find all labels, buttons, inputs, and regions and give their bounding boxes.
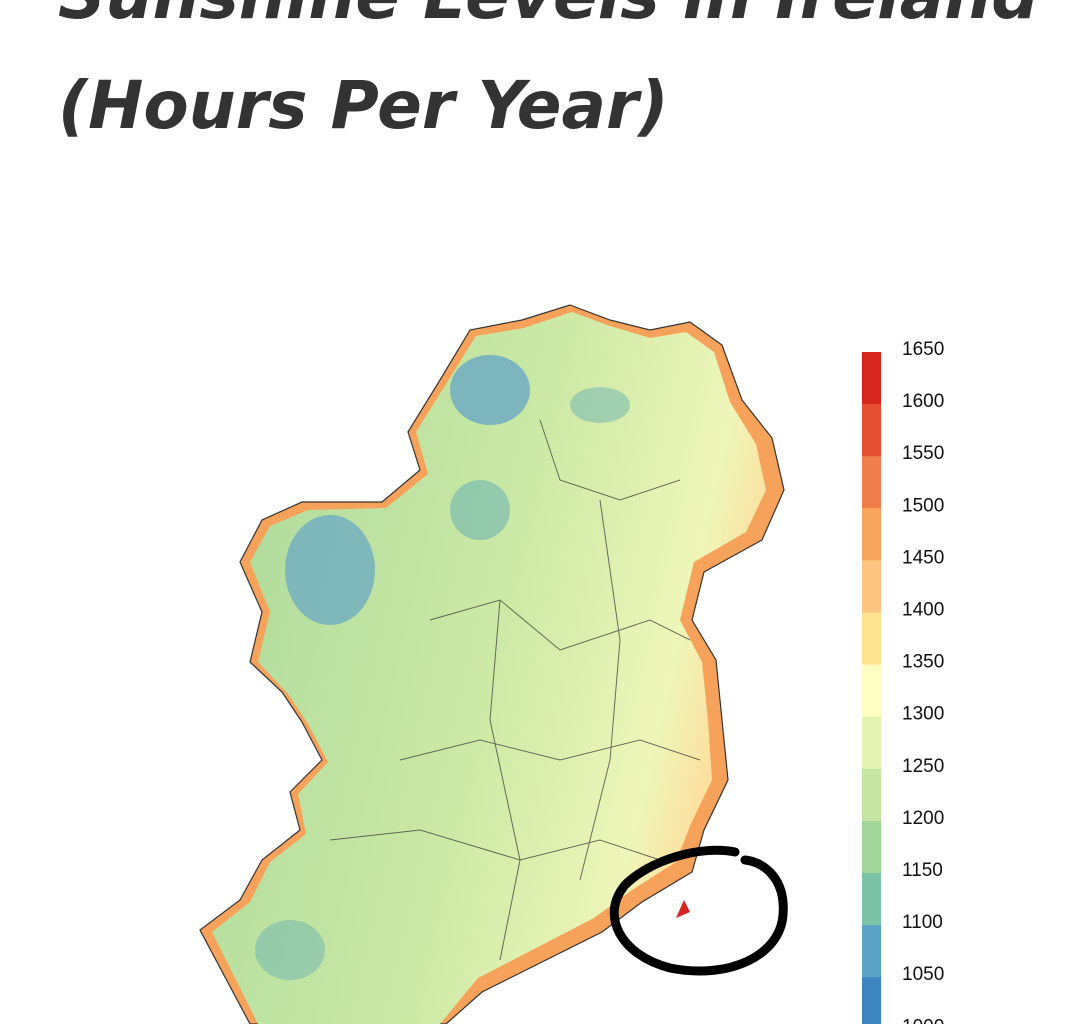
legend-label: 1100 (902, 912, 943, 933)
legend-swatch (862, 508, 881, 561)
low-sun-area (285, 515, 375, 625)
title-line: Sunshine Levels in Ireland (58, 0, 1039, 34)
legend-swatch (862, 404, 881, 457)
legend-label: 1300 (902, 704, 944, 725)
legend-swatch (862, 664, 881, 718)
legend-label: 1350 (902, 652, 944, 673)
legend-label: 1050 (902, 964, 944, 985)
legend-label: 1600 (902, 391, 944, 412)
low-sun-area (570, 387, 630, 423)
legend-swatch (862, 925, 881, 978)
legend-swatch (862, 456, 881, 509)
legend-swatch (862, 977, 881, 1024)
legend-label: 1550 (902, 443, 944, 464)
legend-swatch (862, 716, 881, 770)
legend-swatch (862, 873, 881, 926)
legend-label: 1500 (902, 495, 944, 516)
legend-label: 1650 (902, 339, 944, 360)
title-line: (Hours Per Year) (58, 67, 669, 144)
legend-swatch (862, 820, 881, 874)
legend: 1650 1600 1550 1500 1450 1400 1350 1300 1250 1200… (862, 339, 944, 1024)
legend-swatch (862, 352, 881, 405)
legend-swatch (862, 560, 881, 613)
low-sun-area (450, 355, 530, 425)
legend-label: 1250 (902, 756, 944, 777)
high-sun-area (676, 900, 690, 918)
legend-label: 1200 (902, 808, 944, 829)
legend-label: 1150 (902, 860, 943, 881)
county-borders (329, 419, 701, 961)
low-sun-area (255, 920, 325, 980)
legend-label: 1000 (902, 1016, 944, 1024)
legend-label: 1450 (902, 547, 944, 568)
map (199, 304, 788, 1024)
low-sun-area (450, 480, 510, 540)
ireland-land (212, 312, 766, 1024)
annotation-circle (609, 845, 788, 976)
legend-swatch (862, 612, 881, 666)
legend-label: 1400 (902, 600, 944, 621)
legend-swatch (862, 768, 881, 822)
